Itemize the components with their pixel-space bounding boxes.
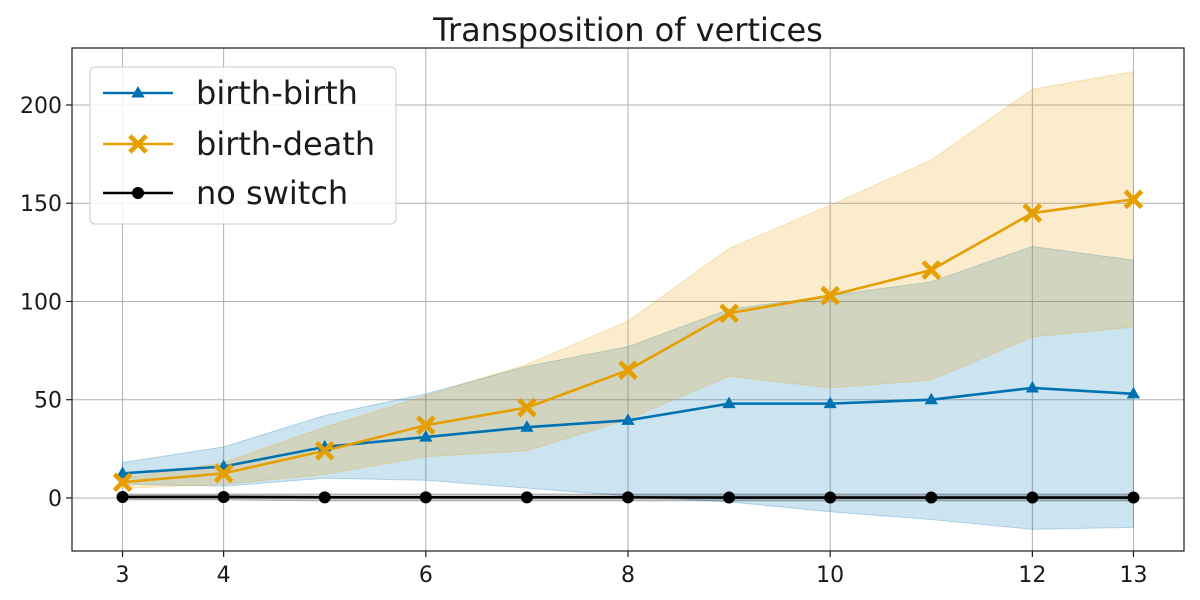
data-point-birth-birth: [1025, 380, 1040, 393]
data-point-birth-death: [1022, 203, 1043, 223]
data-point-birth-death: [921, 260, 942, 280]
data-point-birth-birth: [419, 430, 433, 442]
data-point-no-switch: [1026, 491, 1039, 504]
data-point-birth-death: [618, 360, 638, 381]
data-point-birth-death: [314, 440, 335, 461]
data-point-no-switch: [419, 491, 432, 504]
data-point-birth-birth: [1126, 386, 1141, 399]
data-point-birth-birth: [823, 396, 837, 409]
chart-title: Transposition of vertices: [432, 11, 823, 49]
data-point-birth-death: [416, 415, 436, 436]
data-point-birth-birth: [115, 466, 130, 478]
legend-marker: [131, 86, 145, 98]
band-birth-death: [122, 70, 1134, 489]
data-point-no-switch: [824, 491, 837, 504]
data-point-no-switch: [318, 491, 331, 504]
data-point-no-switch: [1127, 491, 1140, 504]
data-point-birth-birth: [722, 396, 736, 409]
series-markers: [112, 189, 1144, 504]
x-tick-label: 8: [621, 563, 635, 588]
legend-label: no switch: [196, 174, 348, 212]
data-point-no-switch: [723, 491, 736, 504]
legend: birth-birth birth-death no switch: [89, 66, 397, 225]
data-point-no-switch: [925, 491, 938, 504]
legend-box: [89, 66, 397, 225]
band-birth-birth: [122, 245, 1134, 530]
axis-ticks: 3 4 6 8 10 12 13 0 50 100 150 200: [20, 94, 1147, 588]
x-tick-label: 12: [1018, 563, 1046, 588]
legend-label: birth-birth: [196, 74, 358, 112]
confidence-bands: [122, 70, 1134, 530]
legend-marker: [128, 134, 148, 154]
y-tick-label: 150: [20, 192, 62, 217]
y-tick-label: 200: [20, 94, 62, 119]
x-tick-label: 3: [116, 563, 130, 588]
legend-label: birth-death: [196, 125, 375, 163]
legend-marker: [132, 187, 144, 199]
data-point-no-switch: [217, 490, 230, 503]
data-point-no-switch: [622, 491, 634, 504]
x-tick-label: 6: [419, 563, 433, 588]
data-point-no-switch: [520, 491, 533, 504]
data-point-birth-death: [719, 303, 739, 324]
data-point-birth-death: [1123, 189, 1144, 210]
data-point-birth-birth: [621, 413, 635, 425]
x-tick-label: 10: [816, 563, 844, 588]
data-point-birth-death: [112, 472, 133, 493]
y-tick-label: 100: [20, 290, 62, 315]
data-point-birth-birth: [520, 420, 534, 432]
data-point-birth-death: [820, 285, 840, 306]
data-point-birth-death: [517, 397, 537, 418]
x-tick-label: 4: [217, 563, 231, 588]
data-point-no-switch: [116, 490, 129, 503]
y-tick-label: 0: [48, 487, 62, 512]
data-point-birth-birth: [924, 392, 938, 405]
y-tick-label: 50: [34, 389, 62, 414]
data-point-birth-death: [213, 463, 234, 484]
x-tick-label: 13: [1119, 563, 1147, 588]
